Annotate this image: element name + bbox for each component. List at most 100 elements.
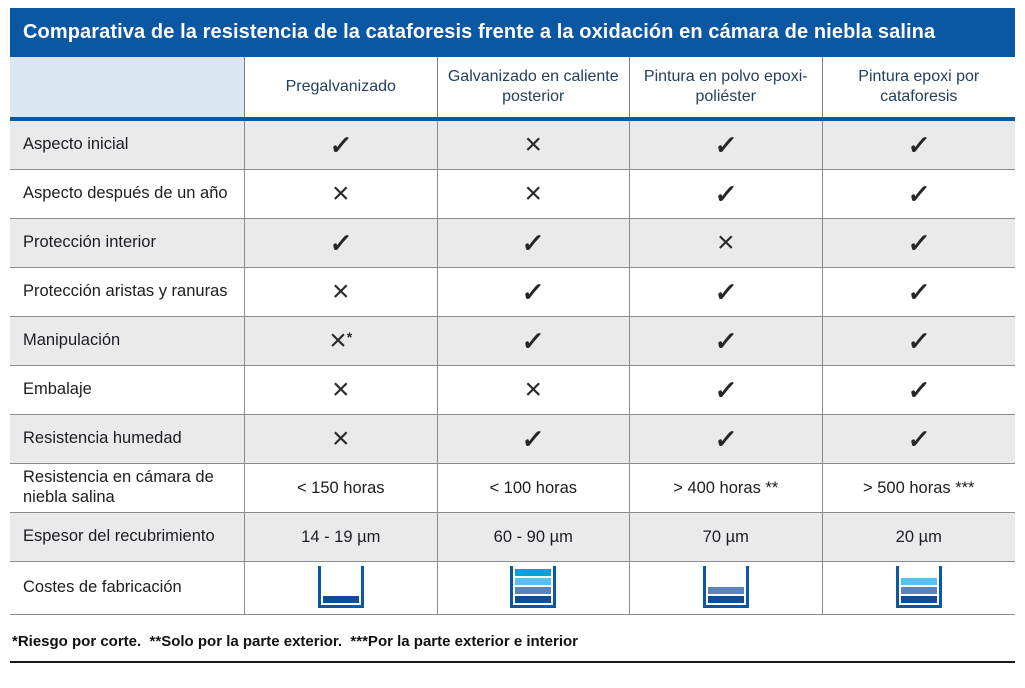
mark-cell: × [245, 170, 438, 219]
table-header-row: Pregalvanizado Galvanizado en caliente p… [10, 57, 1015, 117]
text-value-cell: 70 µm [630, 513, 823, 562]
text-value-cell: 14 - 19 µm [245, 513, 438, 562]
text-value-cell: 60 - 90 µm [437, 513, 630, 562]
text-value-cell: 20 µm [822, 513, 1015, 562]
cost-bar-segment [515, 578, 552, 585]
row-label: Costes de fabricación [10, 562, 245, 615]
mark-cell: ✓ [822, 170, 1015, 219]
row-label: Aspecto inicial [10, 121, 245, 170]
table-row: Espesor del recubrimiento 14 - 19 µm 60 - … [10, 513, 1015, 562]
cross-mark-icon: × [716, 226, 735, 259]
check-mark-icon: ✓ [906, 129, 932, 160]
mark-cell: × * [245, 317, 438, 366]
table-row: Protección interior ✓ ✓ × ✓ [10, 219, 1015, 268]
cost-bar-segment [707, 596, 744, 603]
cost-level-icon [895, 566, 942, 608]
cross-mark-icon: × [524, 128, 543, 161]
row-label: Resistencia en cámara de niebla salina [10, 464, 245, 513]
row-label: Manipulación [10, 317, 245, 366]
column-header-pintura-polvo: Pintura en polvo epoxi-poliéster [630, 57, 823, 117]
table-row: Aspecto después de un año × × ✓ ✓ [10, 170, 1015, 219]
table-row: Protección aristas y ranuras × ✓ ✓ ✓ [10, 268, 1015, 317]
cost-bar-segment [900, 596, 937, 603]
mark-cell: ✓ [630, 121, 823, 170]
cost-level-icon [317, 566, 364, 608]
mark-cell: ✓ [245, 121, 438, 170]
cross-mark-icon: × [329, 324, 347, 357]
mark-cell: ✓ [437, 268, 630, 317]
check-mark-icon: ✓ [906, 227, 932, 258]
cross-mark-icon: × [331, 373, 350, 406]
column-header-pintura-epoxi: Pintura epoxi por cataforesis [822, 57, 1015, 117]
text-value-cell: > 500 horas *** [822, 464, 1015, 513]
cross-mark-icon: × [331, 422, 350, 455]
mark-cell: ✓ [630, 415, 823, 464]
mark-cell: ✓ [822, 268, 1015, 317]
mark-cell: ✓ [630, 317, 823, 366]
mark-cell: × [437, 366, 630, 415]
cost-level-icon [702, 566, 749, 608]
check-mark-icon: ✓ [906, 374, 932, 405]
check-mark-icon: ✓ [906, 276, 932, 307]
cross-mark-icon: × [524, 177, 543, 210]
text-value-cell: > 400 horas ** [630, 464, 823, 513]
check-mark-icon: ✓ [328, 129, 354, 160]
mark-cell: ✓ [822, 121, 1015, 170]
check-mark-icon: ✓ [520, 325, 546, 356]
column-header-galvanizado-caliente: Galvanizado en caliente posterior [437, 57, 630, 117]
check-mark-icon: ✓ [520, 227, 546, 258]
cost-bar-segment [900, 578, 937, 585]
mark-cell: × [245, 268, 438, 317]
cross-mark-icon: × [331, 177, 350, 210]
check-mark-icon: ✓ [713, 423, 739, 454]
mark-cell: ✓ [822, 415, 1015, 464]
mark-cell: ✓ [822, 219, 1015, 268]
check-mark-icon: ✓ [713, 129, 739, 160]
comparison-table-page: Comparativa de la resistencia de la cata… [10, 8, 1015, 663]
cost-bar-segment [900, 587, 937, 594]
mark-cell: ✓ [822, 366, 1015, 415]
cost-cell [437, 562, 630, 615]
cross-mark-icon: × [524, 373, 543, 406]
cost-bar-segment [707, 587, 744, 594]
mark-cell: ✓ [437, 317, 630, 366]
cost-bar-segment [515, 587, 552, 594]
check-mark-icon: ✓ [906, 325, 932, 356]
check-mark-icon: ✓ [713, 374, 739, 405]
table-title: Comparativa de la resistencia de la cata… [10, 8, 1015, 57]
table-rows: Aspecto inicial ✓ × ✓ ✓ Aspecto después de un… [10, 121, 1015, 615]
mark-cell: × [437, 121, 630, 170]
check-mark-icon: ✓ [713, 325, 739, 356]
mark-cell: ✓ [822, 317, 1015, 366]
mark-cell: ✓ [630, 366, 823, 415]
cost-cell [822, 562, 1015, 615]
row-label: Protección interior [10, 219, 245, 268]
cost-cell [245, 562, 438, 615]
check-mark-icon: ✓ [906, 423, 932, 454]
table-row: Resistencia humedad × ✓ ✓ ✓ [10, 415, 1015, 464]
check-mark-icon: ✓ [520, 423, 546, 454]
table-row: Costes de fabricación [10, 562, 1015, 615]
mark-cell: ✓ [437, 219, 630, 268]
bottom-rule [10, 661, 1015, 663]
row-label: Espesor del recubrimiento [10, 513, 245, 562]
check-mark-icon: ✓ [328, 227, 354, 258]
cost-bar-segment [322, 596, 359, 603]
mark-cell: × [245, 415, 438, 464]
text-value-cell: < 100 horas [437, 464, 630, 513]
column-header-pregalvanizado: Pregalvanizado [245, 57, 438, 117]
mark-cell: ✓ [630, 268, 823, 317]
row-label: Resistencia humedad [10, 415, 245, 464]
row-label: Embalaje [10, 366, 245, 415]
mark-cell: ✓ [245, 219, 438, 268]
row-label: Protección aristas y ranuras [10, 268, 245, 317]
table-row: Manipulación × * ✓ ✓ ✓ [10, 317, 1015, 366]
cost-bar-segment [515, 569, 552, 576]
mark-cell: ✓ [437, 415, 630, 464]
table-row: Resistencia en cámara de niebla salina < … [10, 464, 1015, 513]
mark-cell: × [245, 366, 438, 415]
table-row: Aspecto inicial ✓ × ✓ ✓ [10, 121, 1015, 170]
cost-level-icon [510, 566, 557, 608]
check-mark-icon: ✓ [713, 276, 739, 307]
mark-cell: × [630, 219, 823, 268]
